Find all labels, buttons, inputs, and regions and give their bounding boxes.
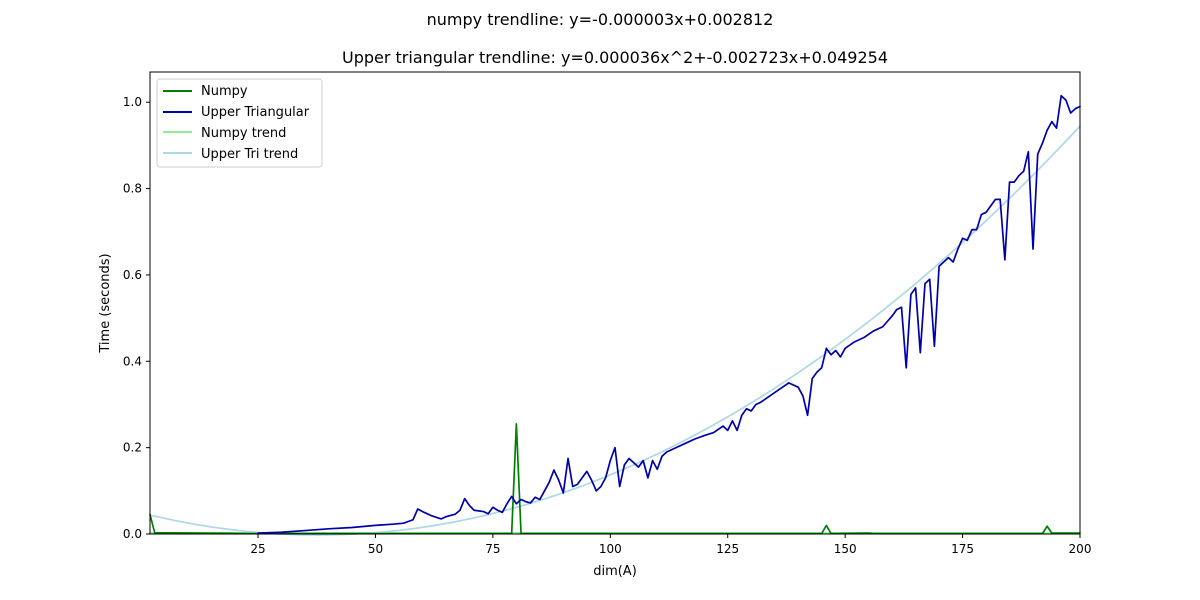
legend-label-upper-triangular: Upper Triangular [201,105,310,120]
y-axis-label: Time (seconds) [98,253,113,353]
series-line-upper-tri-trend [149,125,1081,536]
x-tick-label: 25 [250,542,265,556]
x-tick-label: 125 [716,542,739,556]
legend-label-numpy-trend: Numpy trend [201,126,286,141]
series-line-upper-triangular [257,94,1081,534]
x-tick-label: 200 [1069,542,1092,556]
x-tick-label: 50 [368,542,383,556]
chart-title: numpy trendline: y=-0.000003x+0.002812 [427,10,774,29]
x-tick-label: 100 [599,542,622,556]
x-tick-label: 175 [951,542,974,556]
legend-label-numpy: Numpy [201,84,248,99]
legend-frame [156,78,323,168]
series-line-numpy [149,423,1081,535]
plot-area-frame [149,71,1081,535]
x-tick-label: 150 [834,542,857,556]
y-tick-label: 0.2 [123,441,142,455]
x-axis-label: dim(A) [593,564,637,579]
x-tick-label: 75 [485,542,500,556]
y-tick-label: 0.0 [123,527,142,541]
y-tick-label: 0.4 [123,354,142,368]
y-tick-label: 1.0 [123,95,142,109]
y-tick-label: 0.6 [123,268,142,282]
chart-subtitle: Upper triangular trendline: y=0.000036x^… [342,48,888,67]
legend-label-upper-tri-trend: Upper Tri trend [201,147,298,162]
legend: Numpy Upper Triangular Numpy trend Upper… [156,78,323,168]
tick-layer: 25 50 75 100 125 150 175 200 0.0 0.2 0.4 0.6 0.8 1.0 [123,95,1092,556]
y-tick-label: 0.8 [123,182,142,196]
